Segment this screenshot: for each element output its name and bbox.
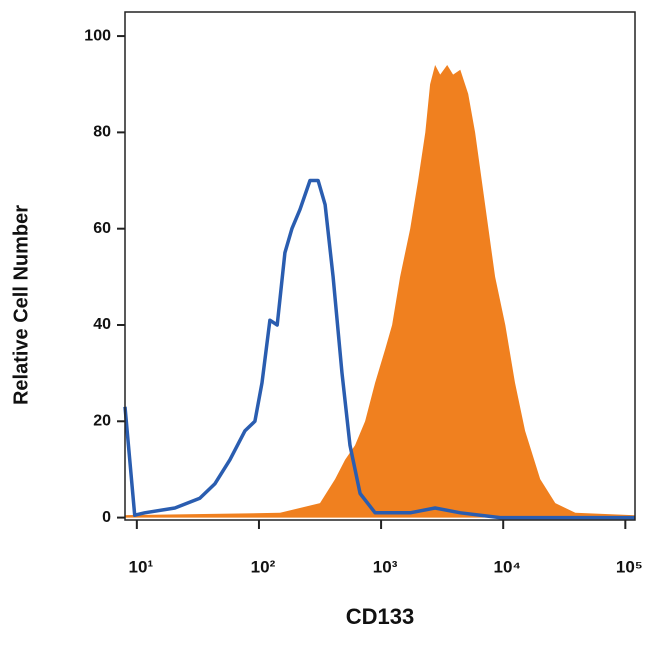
y-tick-label: 60	[93, 220, 111, 237]
y-axis-label: Relative Cell Number	[10, 205, 32, 405]
y-tick-label: 80	[93, 124, 111, 141]
x-tick-label: 10³	[373, 557, 398, 576]
y-tick-label: 40	[93, 316, 111, 333]
y-tick-label: 100	[84, 27, 111, 44]
histogram-line	[123, 178, 635, 520]
y-tick-label: 0	[102, 509, 111, 526]
x-tick-label: 10²	[251, 557, 276, 576]
y-tick-label: 20	[93, 413, 111, 430]
plot-frame	[124, 11, 636, 521]
x-axis-label: CD133	[346, 604, 414, 629]
x-tick-label: 10⁴	[494, 557, 521, 576]
histogram-area	[125, 65, 635, 518]
x-tick-label: 10¹	[129, 557, 154, 576]
x-tick-label: 10⁵	[616, 557, 643, 576]
